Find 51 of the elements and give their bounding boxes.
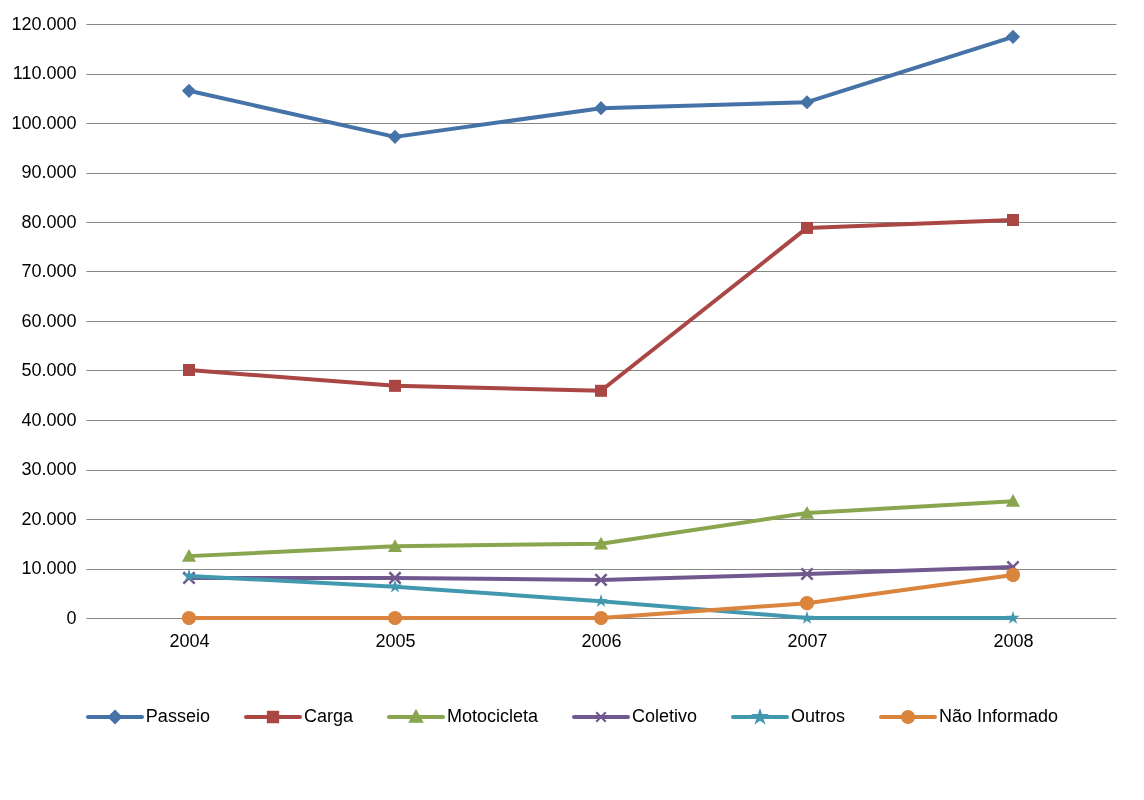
y-tick-label: 80.000 bbox=[21, 211, 77, 232]
point bbox=[1005, 29, 1021, 44]
y-tick-label: 0 bbox=[66, 607, 77, 628]
point bbox=[387, 610, 403, 626]
point bbox=[387, 129, 403, 144]
y-tick-label: 40.000 bbox=[21, 409, 77, 430]
point bbox=[800, 221, 814, 234]
y-tick-label: 60.000 bbox=[21, 310, 77, 331]
y-tick-label: 30.000 bbox=[21, 459, 77, 479]
y-tick-label: 70.000 bbox=[21, 261, 77, 281]
point bbox=[388, 571, 402, 585]
point bbox=[594, 572, 608, 587]
legend-label: Passeio bbox=[145, 706, 210, 727]
y-tick-label: 100.000 bbox=[11, 112, 77, 133]
point bbox=[799, 596, 815, 611]
x-tick-label: 2004 bbox=[169, 630, 210, 651]
y-tick-label: 20.000 bbox=[21, 508, 77, 529]
y-tick-label: 120.000 bbox=[11, 13, 77, 34]
y-tick-label: 90.000 bbox=[21, 162, 77, 182]
legend-label: Motocicleta bbox=[446, 706, 538, 727]
x-tick-label: 2007 bbox=[787, 630, 828, 651]
x-tick-label: 2008 bbox=[993, 630, 1034, 651]
legend-label: Coletivo bbox=[631, 706, 698, 727]
point bbox=[182, 364, 196, 377]
point bbox=[799, 505, 815, 519]
point bbox=[800, 567, 814, 581]
legend-label: Outros bbox=[791, 706, 846, 727]
y-tick-label: 50.000 bbox=[21, 360, 77, 380]
point bbox=[1006, 610, 1020, 624]
x-tick-label: 2005 bbox=[375, 630, 416, 651]
point bbox=[593, 610, 609, 626]
y-tick-label: 10.000 bbox=[21, 558, 77, 578]
point bbox=[1005, 567, 1021, 583]
point bbox=[1006, 214, 1020, 227]
point bbox=[181, 83, 197, 98]
point bbox=[388, 379, 402, 392]
point bbox=[594, 594, 608, 607]
legend-label: Não Informado bbox=[939, 706, 1059, 727]
point bbox=[593, 536, 609, 550]
point bbox=[181, 610, 197, 626]
point bbox=[799, 95, 815, 110]
point bbox=[594, 384, 608, 397]
legend-label: Carga bbox=[303, 706, 353, 727]
point bbox=[800, 610, 814, 624]
point bbox=[593, 101, 609, 116]
y-tick-label: 110.000 bbox=[12, 63, 77, 83]
x-tick-label: 2006 bbox=[581, 630, 622, 651]
point bbox=[1005, 494, 1021, 507]
point bbox=[387, 539, 403, 552]
point bbox=[388, 579, 402, 593]
point bbox=[181, 549, 197, 562]
